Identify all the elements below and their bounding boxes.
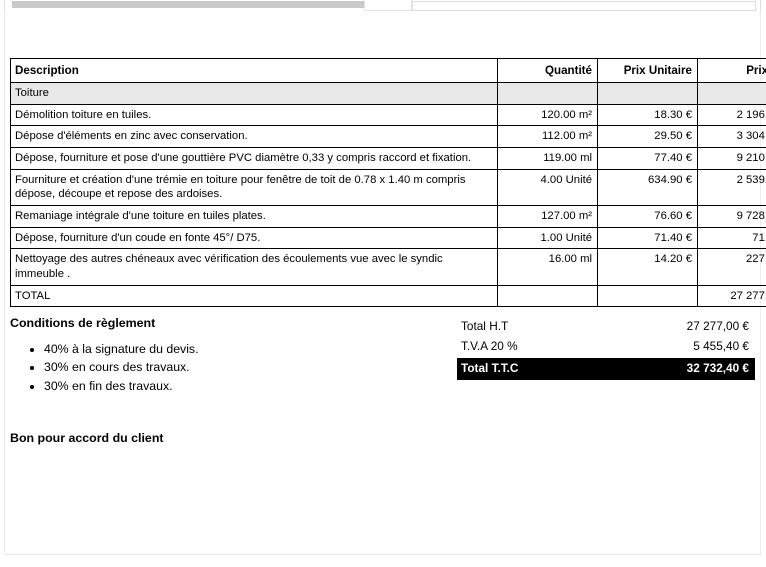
row-description: Fourniture et création d'une trémie en t… <box>10 168 498 207</box>
row-description: Dépose, fourniture d'un coude en fonte 4… <box>10 226 498 250</box>
column-header-line-total: Prix H.T <box>697 57 766 84</box>
table-row: Démolition toiture en tuiles. 120.00 m² … <box>10 103 766 127</box>
window-edge-right <box>760 0 761 12</box>
totals-row-tva: T.V.A 20 % 5 455,40 € <box>457 337 755 357</box>
row-quantity: 127.00 m² <box>497 205 598 228</box>
payment-conditions-section: Conditions de règlement 40% à la signatu… <box>10 316 440 395</box>
group-cell-line-total <box>697 82 766 105</box>
group-cell-unit-price <box>597 82 698 105</box>
row-unit-price: 77.40 € <box>597 147 698 170</box>
total-row-line-total: 27 277.00 € <box>697 284 766 308</box>
row-description: Démolition toiture en tuiles. <box>10 103 498 127</box>
table-row: Dépose d'éléments en zinc avec conservat… <box>10 125 766 149</box>
total-row-quantity <box>497 284 598 308</box>
total-row-unit-price <box>597 284 698 308</box>
client-approval-label: Bon pour accord du client <box>10 431 164 445</box>
row-unit-price: 29.50 € <box>597 125 698 149</box>
table-row: Fourniture et création d'une trémie en t… <box>10 168 766 207</box>
quote-table-body: Toiture Démolition toiture en tuiles. 12… <box>10 82 766 308</box>
row-unit-price: 634.90 € <box>597 168 698 207</box>
totals-label-ht: Total H.T <box>461 319 509 333</box>
row-line-total: 3 304.00 € <box>697 125 766 149</box>
tab-strip-item[interactable] <box>364 0 412 11</box>
row-line-total: 9 728.20 € <box>697 205 766 228</box>
row-line-total: 71.40 € <box>697 226 766 250</box>
row-description: Dépose d'éléments en zinc avec conservat… <box>10 125 498 149</box>
quote-table-head: Description Quantité Prix Unitaire Prix … <box>10 57 766 84</box>
payment-conditions-list: 40% à la signature du devis. 30% en cour… <box>10 340 440 395</box>
viewer-chrome <box>0 0 766 12</box>
group-cell-quantity <box>497 82 598 105</box>
toolbar-strip <box>12 1 364 8</box>
row-quantity: 112.00 m² <box>497 125 598 149</box>
table-row: Remaniage intégrale d'une toiture en tui… <box>10 205 766 228</box>
row-quantity: 1.00 Unité <box>497 226 598 250</box>
table-row: Nettoyage des autres chéneaux avec vérif… <box>10 248 766 286</box>
totals-row-ttc: Total T.T.C 32 732,40 € <box>457 357 755 380</box>
row-quantity: 120.00 m² <box>497 103 598 127</box>
table-row: Dépose, fourniture d'un coude en fonte 4… <box>10 226 766 250</box>
row-unit-price: 76.60 € <box>597 205 698 228</box>
list-item: 30% en cours des travaux. <box>44 358 440 376</box>
list-item: 40% à la signature du devis. <box>44 340 440 358</box>
totals-value-ht: 27 277,00 € <box>686 319 749 333</box>
table-header-row: Description Quantité Prix Unitaire Prix … <box>10 57 766 84</box>
row-unit-price: 14.20 € <box>597 248 698 286</box>
column-header-unit-price: Prix Unitaire <box>597 57 698 84</box>
row-description: Remaniage intégrale d'une toiture en tui… <box>10 205 498 228</box>
table-group-row: Toiture <box>10 82 766 105</box>
list-item: 30% en fin des travaux. <box>44 377 440 395</box>
document-page: Description Quantité Prix Unitaire Prix … <box>4 12 766 555</box>
group-label-toiture: Toiture <box>10 82 498 105</box>
totals-summary: Total H.T 27 277,00 € T.V.A 20 % 5 455,4… <box>457 317 755 380</box>
table-total-row: TOTAL 27 277.00 € <box>10 284 766 308</box>
window-edge-left <box>4 0 5 12</box>
row-description: Dépose, fourniture et pose d'une gouttiè… <box>10 147 498 170</box>
row-line-total: 2 539.60 € <box>697 168 766 207</box>
row-line-total: 9 210.60 € <box>697 147 766 170</box>
total-row-label: TOTAL <box>10 284 498 308</box>
column-header-quantity: Quantité <box>497 57 598 84</box>
column-header-description: Description <box>10 57 498 84</box>
row-line-total: 227.20 € <box>697 248 766 286</box>
payment-conditions-title: Conditions de règlement <box>10 316 156 330</box>
totals-value-ttc: 32 732,40 € <box>686 360 749 375</box>
row-line-total: 2 196.00 € <box>697 103 766 127</box>
row-unit-price: 71.40 € <box>597 226 698 250</box>
totals-row-ht: Total H.T 27 277,00 € <box>457 317 755 337</box>
address-field[interactable] <box>412 1 756 11</box>
table-row: Dépose, fourniture et pose d'une gouttiè… <box>10 147 766 170</box>
totals-label-tva: T.V.A 20 % <box>461 338 518 353</box>
row-quantity: 119.00 ml <box>497 147 598 170</box>
row-quantity: 4.00 Unité <box>497 168 598 207</box>
row-quantity: 16.00 ml <box>497 248 598 286</box>
row-description: Nettoyage des autres chéneaux avec vérif… <box>10 248 498 286</box>
quote-table: Description Quantité Prix Unitaire Prix … <box>10 57 766 308</box>
row-unit-price: 18.30 € <box>597 103 698 127</box>
totals-label-ttc: Total T.T.C <box>461 360 519 375</box>
totals-value-tva: 5 455,40 € <box>693 338 749 353</box>
